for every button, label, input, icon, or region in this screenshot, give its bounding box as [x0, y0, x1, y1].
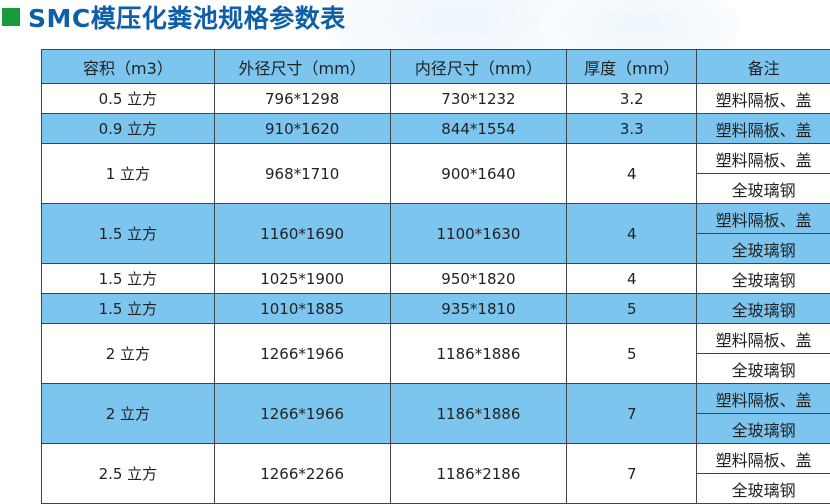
inner-size-cell: 1100*1630	[390, 204, 567, 264]
inner-size-cell: 1186*2186	[390, 444, 567, 504]
outer-size-cell: 1160*1690	[214, 204, 390, 264]
page-title: SMC模压化粪池规格参数表	[28, 0, 346, 35]
outer-size-cell: 1266*1966	[214, 324, 390, 384]
inner-size-cell: 900*1640	[390, 144, 567, 204]
volume-cell: 0.5 立方	[42, 84, 215, 114]
notes-cell: 塑料隔板、盖	[697, 84, 830, 114]
header-volume: 容积（m3）	[42, 50, 215, 84]
thickness-cell: 3.2	[567, 84, 697, 114]
volume-cell: 1.5 立方	[42, 294, 215, 324]
notes-cell: 全玻璃钢	[697, 474, 830, 504]
inner-size-cell: 950*1820	[390, 264, 567, 294]
notes-cell: 塑料隔板、盖	[697, 144, 830, 174]
thickness-cell: 4	[567, 264, 697, 294]
inner-size-cell: 844*1554	[390, 114, 567, 144]
notes-cell: 塑料隔板、盖	[697, 114, 830, 144]
inner-size-cell: 1186*1886	[390, 324, 567, 384]
volume-cell: 2 立方	[42, 384, 215, 444]
header-thickness: 厚度（mm）	[567, 50, 697, 84]
outer-size-cell: 1025*1900	[214, 264, 390, 294]
notes-cell: 全玻璃钢	[697, 354, 830, 384]
notes-cell: 全玻璃钢	[697, 294, 830, 324]
notes-cell: 塑料隔板、盖	[697, 384, 830, 414]
outer-size-cell: 1266*1966	[214, 384, 390, 444]
outer-size-cell: 910*1620	[214, 114, 390, 144]
volume-cell: 1.5 立方	[42, 204, 215, 264]
inner-size-cell: 935*1810	[390, 294, 567, 324]
table-header: 容积（m3） 外径尺寸（mm） 内径尺寸（mm） 厚度（mm） 备注	[42, 50, 830, 84]
notes-cell: 全玻璃钢	[697, 414, 830, 444]
notes-cell: 全玻璃钢	[697, 264, 830, 294]
volume-cell: 1.5 立方	[42, 264, 215, 294]
header-notes: 备注	[697, 50, 830, 84]
thickness-cell: 4	[567, 204, 697, 264]
notes-cell: 全玻璃钢	[697, 174, 830, 204]
outer-size-cell: 968*1710	[214, 144, 390, 204]
thickness-cell: 5	[567, 294, 697, 324]
title-bar: SMC模压化粪池规格参数表	[0, 0, 346, 34]
outer-size-cell: 1266*2266	[214, 444, 390, 504]
notes-cell: 全玻璃钢	[697, 234, 830, 264]
volume-cell: 2.5 立方	[42, 444, 215, 504]
outer-size-cell: 1010*1885	[214, 294, 390, 324]
volume-cell: 0.9 立方	[42, 114, 215, 144]
volume-cell: 2 立方	[42, 324, 215, 384]
spec-table: 容积（m3） 外径尺寸（mm） 内径尺寸（mm） 厚度（mm） 备注 0.5 立…	[41, 49, 830, 504]
notes-cell: 塑料隔板、盖	[697, 324, 830, 354]
inner-size-cell: 1186*1886	[390, 384, 567, 444]
title-marker-icon	[2, 8, 20, 26]
notes-cell: 塑料隔板、盖	[697, 444, 830, 474]
thickness-cell: 7	[567, 384, 697, 444]
thickness-cell: 7	[567, 444, 697, 504]
volume-cell: 1 立方	[42, 144, 215, 204]
notes-cell: 塑料隔板、盖	[697, 204, 830, 234]
thickness-cell: 5	[567, 324, 697, 384]
thickness-cell: 4	[567, 144, 697, 204]
header-inner-size: 内径尺寸（mm）	[390, 50, 567, 84]
thickness-cell: 3.3	[567, 114, 697, 144]
outer-size-cell: 796*1298	[214, 84, 390, 114]
header-outer-size: 外径尺寸（mm）	[214, 50, 390, 84]
inner-size-cell: 730*1232	[390, 84, 567, 114]
